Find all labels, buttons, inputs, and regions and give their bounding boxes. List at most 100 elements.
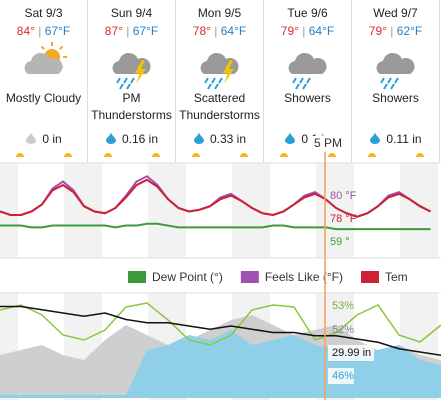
cloud (288, 52, 326, 74)
high-temp: 84° (16, 24, 35, 38)
sun-marker (152, 153, 160, 157)
rain (382, 83, 388, 90)
rain (129, 77, 135, 84)
night-band (400, 163, 438, 258)
now-label-bg (309, 136, 347, 152)
legend-entry: Tem (385, 270, 408, 284)
sun-marker (104, 153, 112, 157)
rain (301, 83, 307, 90)
drop-icon (285, 132, 296, 144)
pressure-line (0, 305, 441, 356)
condition: Scattered Thunderstorms (179, 91, 260, 122)
label-bg (328, 345, 374, 361)
day-column: Mon 9/5 78° | 64°F Scattered Thunderstorms… (176, 0, 264, 162)
rain (389, 83, 395, 90)
day-label: Sun 9/4 (110, 6, 153, 20)
cloud (24, 52, 63, 74)
rain (203, 77, 209, 84)
cloud (376, 52, 414, 74)
sun-marker (328, 153, 336, 157)
humidity-label: 53% (332, 300, 354, 312)
drop-icon (193, 132, 204, 144)
weather-icon (376, 52, 414, 90)
precip-amount: 0.11 in (386, 132, 422, 146)
night-band (0, 163, 18, 258)
night-band (64, 163, 102, 258)
low-temp: 62°F (396, 24, 423, 38)
drop-icon (370, 132, 381, 144)
now-label: 5 PM (314, 136, 342, 150)
condition: Showers (284, 91, 331, 105)
drop-icon (105, 132, 116, 144)
day-label: Wed 9/7 (373, 6, 418, 20)
drop (285, 132, 296, 144)
sun-marker (240, 153, 248, 157)
rain (122, 77, 128, 84)
day-columns: Sat 9/3 84° | 67°F Mostly Cloudy 0 in Sun 9/… (0, 0, 441, 162)
temp-label: 78 °F (330, 213, 357, 225)
weather-icon (112, 52, 150, 90)
rain (118, 83, 124, 90)
label-bg (328, 368, 354, 384)
rain (386, 77, 392, 84)
condition: Showers (372, 91, 419, 105)
sun-marker (416, 153, 424, 157)
night-band (148, 163, 186, 258)
day-label: Mon 9/5 (197, 6, 242, 20)
rain (393, 77, 399, 84)
separator: | (34, 24, 45, 38)
day-label: Tue 9/6 (287, 6, 328, 20)
legend-swatch (128, 271, 146, 283)
sun-marker (192, 153, 200, 157)
weather-icon (24, 42, 67, 74)
temps: 78° | 64°F (176, 24, 263, 38)
sun-marker (368, 153, 376, 157)
humidity-label: 29.99 in (332, 347, 371, 359)
rain (305, 77, 311, 84)
precip: 0 in (0, 132, 88, 146)
precip-amount: 0.16 in (121, 132, 159, 146)
legend-swatch (240, 271, 259, 283)
high-temp: 79° (280, 24, 299, 38)
rain (294, 83, 300, 90)
precip: 0.16 in (88, 132, 176, 146)
precip: 0.33 in (176, 132, 264, 146)
legend-entry: Feels Like (°F) (265, 270, 343, 284)
bolt (222, 60, 234, 84)
rain (125, 83, 131, 90)
temps: 79° | 64°F (264, 24, 351, 38)
low-temp: 67°F (132, 24, 159, 38)
humidity-label: 46% (332, 370, 354, 382)
drop-icon (26, 132, 37, 144)
rain (379, 77, 385, 84)
low-temp: 67°F (44, 24, 71, 38)
day-label: Sat 9/3 (24, 6, 63, 20)
bolt (134, 60, 146, 84)
precip-amount: 0.33 in (209, 132, 247, 146)
temp-label: 59 ° (330, 236, 350, 248)
rain (115, 77, 121, 84)
rain (206, 83, 212, 90)
sun-marker (64, 153, 72, 157)
night-band (316, 163, 354, 258)
legend-swatch (360, 271, 379, 283)
humidity-line (0, 302, 441, 346)
sun-marker (16, 153, 24, 157)
rain (217, 77, 223, 84)
drop (26, 132, 37, 144)
rain (298, 77, 304, 84)
high-temp: 87° (104, 24, 123, 38)
separator: | (122, 24, 133, 38)
humidity-label: 52% (332, 324, 354, 336)
day-column: Wed 9/7 79° | 62°F Showers 0.11 in (352, 0, 440, 162)
condition: Mostly Cloudy (5, 91, 82, 105)
precip: 0.11 in (352, 132, 440, 146)
sun-marker (280, 153, 288, 157)
high-temp: 79° (368, 24, 387, 38)
sun-ray (40, 45, 45, 50)
condition: PM Thunderstorms (91, 91, 172, 122)
temp-label: 80 °F (330, 190, 357, 202)
